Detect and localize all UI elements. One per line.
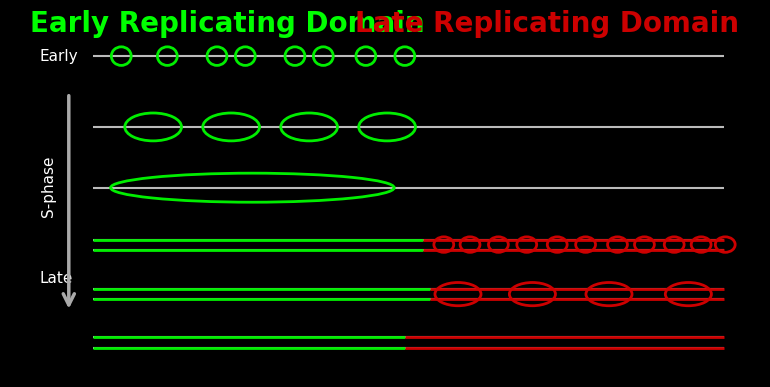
Text: Early: Early (40, 49, 79, 63)
Text: Late: Late (40, 271, 73, 286)
Text: Late Replicating Domain: Late Replicating Domain (355, 10, 738, 38)
Text: Early Replicating Domain: Early Replicating Domain (30, 10, 425, 38)
Text: S-phase: S-phase (42, 155, 56, 216)
